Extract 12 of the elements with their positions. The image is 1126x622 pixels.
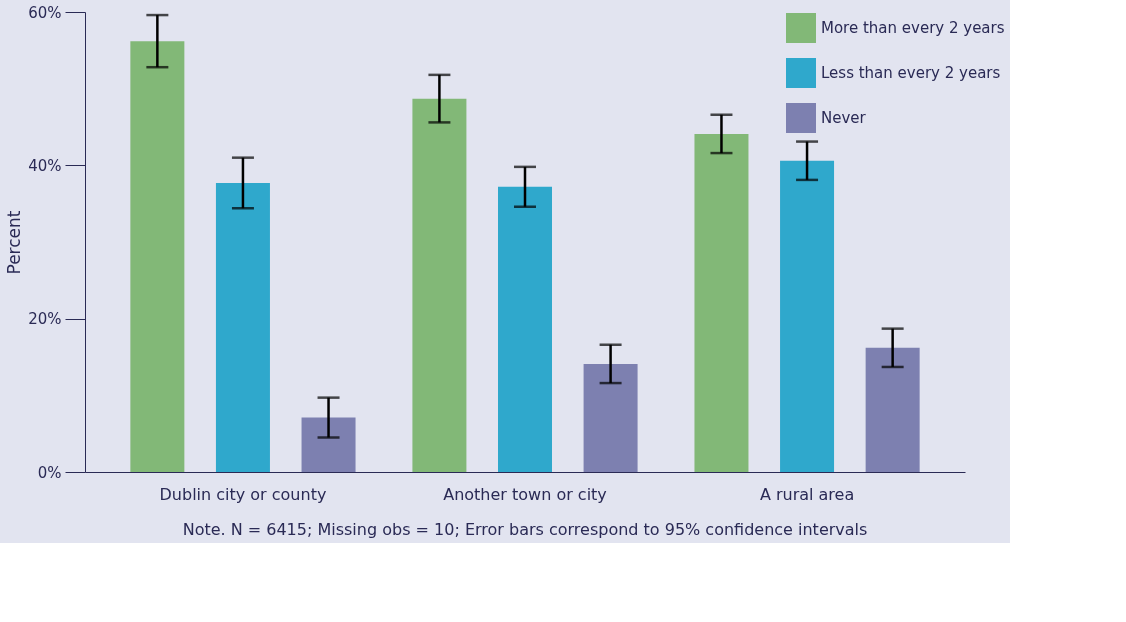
legend-label: More than every 2 years [821, 19, 1005, 37]
x-tick-label: A rural area [759, 484, 855, 504]
y-axis-title: Percent [4, 210, 25, 275]
legend-label: Less than every 2 years [821, 64, 1001, 82]
y-tick-label: 20% [28, 310, 62, 329]
x-tick-label: Another town or city [443, 484, 607, 504]
y-tick-label: 0% [37, 463, 62, 482]
text: Note. N = 6415; Missing obs = 10; Error bars correspond to 95% confidence intervals [182, 520, 868, 539]
x-tick-label: Dublin city or county [159, 484, 327, 504]
legend-label: Never [821, 109, 867, 127]
y-tick-label: 40% [28, 156, 62, 175]
y-tick-label: 60% [28, 3, 62, 22]
